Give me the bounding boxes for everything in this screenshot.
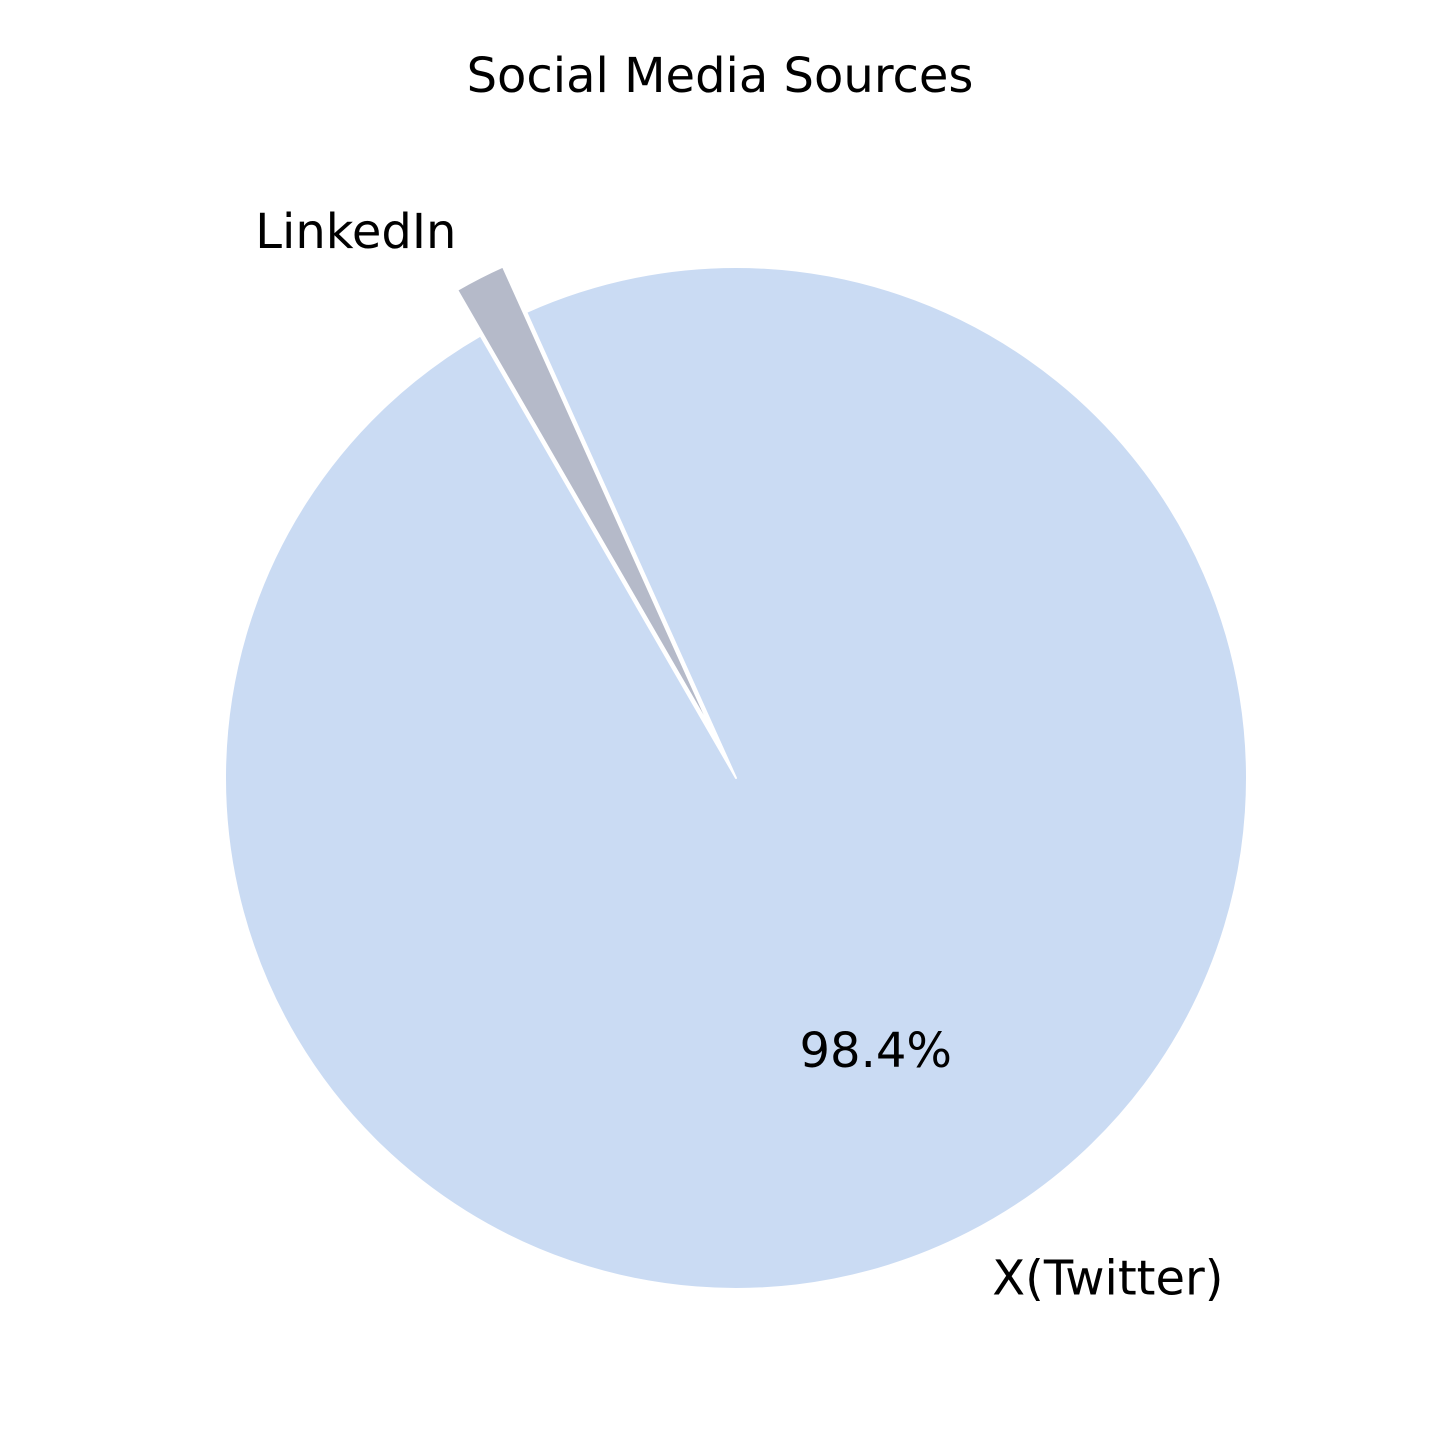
slice-percent-label: 98.4% [800, 1023, 952, 1079]
chart-title: Social Media Sources [467, 48, 974, 104]
pie-slices [224, 265, 1248, 1290]
pie-slice-linkedin [456, 265, 714, 734]
pie-labels: X(Twitter) 98.4% LinkedIn [255, 204, 1223, 1306]
slice-label: LinkedIn [255, 204, 456, 260]
slice-label: X(Twitter) [992, 1250, 1223, 1306]
pie-slice-x-twitter [224, 266, 1248, 1290]
